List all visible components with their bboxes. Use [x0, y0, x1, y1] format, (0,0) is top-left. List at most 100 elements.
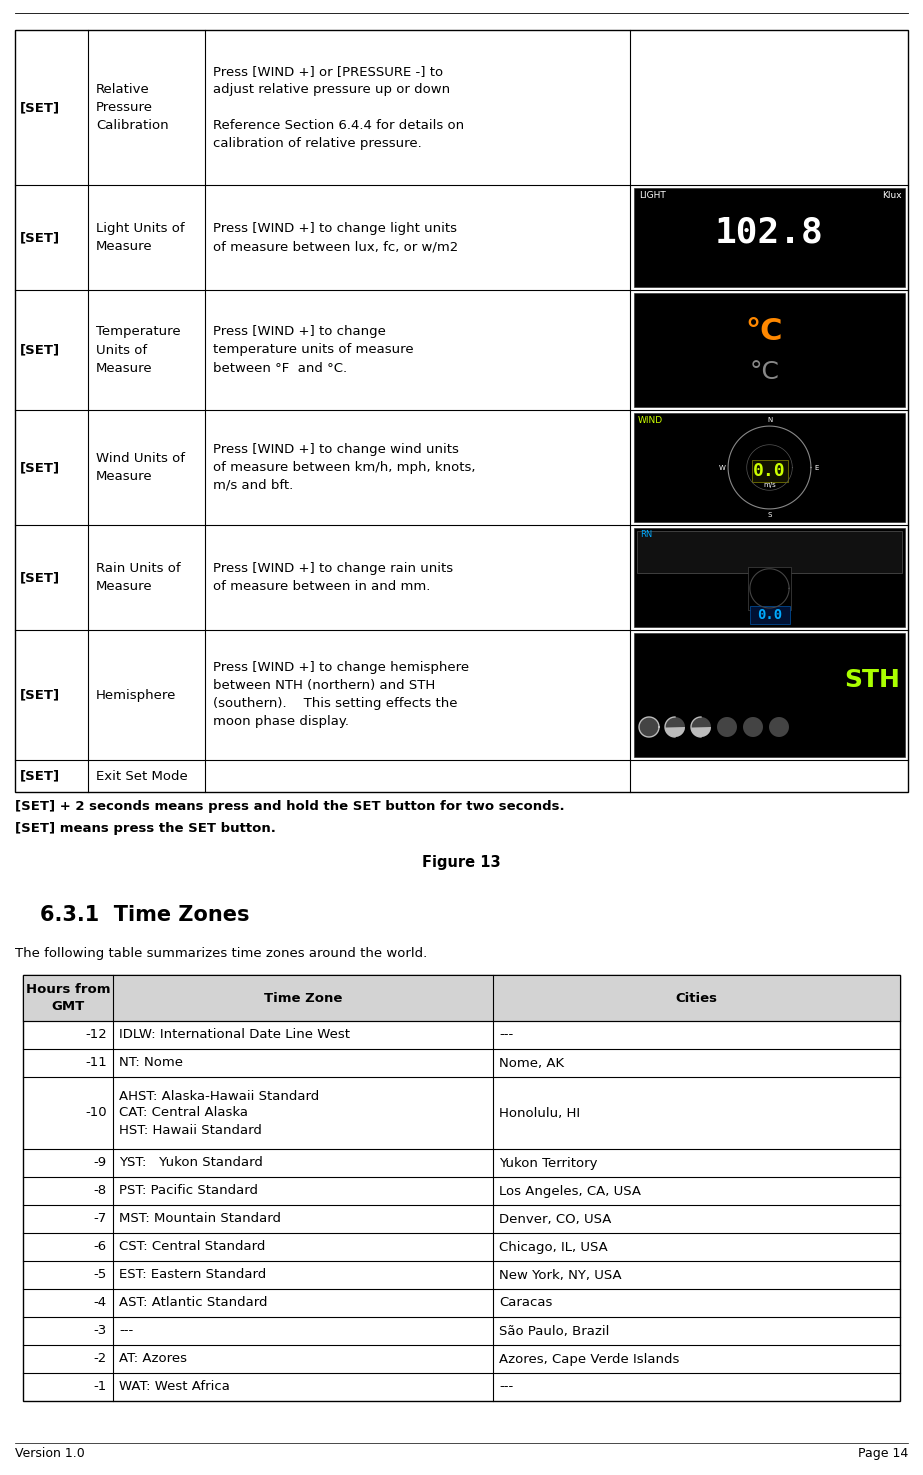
Text: Los Angeles, CA, USA: Los Angeles, CA, USA [499, 1184, 641, 1198]
Bar [634, 528, 905, 627]
Text: °C: °C [749, 360, 779, 384]
Text: [SET] means press the SET button.: [SET] means press the SET button. [15, 822, 276, 835]
Polygon shape [743, 717, 763, 738]
Text: ---: --- [499, 1381, 513, 1394]
Text: [SET]: [SET] [20, 770, 60, 783]
Text: RN: RN [640, 530, 653, 538]
Text: [SET]: [SET] [20, 571, 60, 584]
Text: São Paulo, Brazil: São Paulo, Brazil [499, 1325, 609, 1338]
Text: Version 1.0: Version 1.0 [15, 1447, 85, 1460]
Bar [748, 566, 791, 611]
Text: ---: --- [499, 1028, 513, 1041]
Polygon shape [691, 717, 711, 738]
Text: YST:   Yukon Standard: YST: Yukon Standard [119, 1156, 263, 1170]
Text: N: N [767, 417, 773, 423]
Bar [15, 30, 908, 792]
Text: °C: °C [746, 317, 784, 347]
Polygon shape [691, 727, 711, 738]
Polygon shape [717, 717, 737, 738]
Text: Hemisphere: Hemisphere [96, 689, 176, 702]
Text: -12: -12 [85, 1028, 107, 1041]
Text: IDLW: International Date Line West: IDLW: International Date Line West [119, 1028, 350, 1041]
Text: -2: -2 [94, 1353, 107, 1366]
Text: AT: Azores: AT: Azores [119, 1353, 187, 1366]
Text: -7: -7 [94, 1212, 107, 1226]
Text: AST: Atlantic Standard: AST: Atlantic Standard [119, 1297, 268, 1310]
Text: WIND: WIND [638, 416, 663, 425]
Text: Wind Units of
Measure: Wind Units of Measure [96, 451, 185, 482]
Text: Azores, Cape Verde Islands: Azores, Cape Verde Islands [499, 1353, 679, 1366]
Polygon shape [769, 717, 789, 738]
Text: The following table summarizes time zones around the world.: The following table summarizes time zone… [15, 947, 427, 960]
Text: NT: Nome: NT: Nome [119, 1056, 183, 1069]
Text: Press [WIND +] to change rain units
of measure between in and mm.: Press [WIND +] to change rain units of m… [213, 562, 453, 593]
Text: -5: -5 [94, 1268, 107, 1282]
Text: S: S [767, 512, 772, 518]
Text: [SET]: [SET] [20, 462, 60, 473]
Text: m/s: m/s [763, 482, 776, 488]
Text: -3: -3 [94, 1325, 107, 1338]
Text: Relative
Pressure
Calibration: Relative Pressure Calibration [96, 83, 169, 131]
Text: Exit Set Mode: Exit Set Mode [96, 770, 187, 783]
Text: Denver, CO, USA: Denver, CO, USA [499, 1212, 611, 1226]
Bar [637, 531, 902, 572]
Bar [634, 187, 905, 288]
Text: [SET]: [SET] [20, 232, 60, 243]
Text: 0.0: 0.0 [753, 462, 785, 479]
Text: W: W [719, 465, 725, 471]
Bar [23, 975, 900, 1401]
Text: [SET]: [SET] [20, 344, 60, 357]
Text: CST: Central Standard: CST: Central Standard [119, 1240, 266, 1254]
Text: 102.8: 102.8 [715, 215, 824, 249]
Text: Klux: Klux [882, 190, 902, 201]
Text: Honolulu, HI: Honolulu, HI [499, 1106, 581, 1120]
Text: Nome, AK: Nome, AK [499, 1056, 564, 1069]
Text: Rain Units of
Measure: Rain Units of Measure [96, 562, 181, 593]
Text: -4: -4 [94, 1297, 107, 1310]
Text: STH: STH [845, 668, 900, 692]
Text: Figure 13: Figure 13 [422, 855, 501, 870]
Text: -1: -1 [94, 1381, 107, 1394]
Text: MST: Mountain Standard: MST: Mountain Standard [119, 1212, 281, 1226]
Text: -8: -8 [94, 1184, 107, 1198]
Bar [634, 413, 905, 522]
Text: Page 14: Page 14 [857, 1447, 908, 1460]
Text: [SET]: [SET] [20, 689, 60, 702]
Text: Light Units of
Measure: Light Units of Measure [96, 223, 185, 254]
Bar [634, 294, 905, 407]
Bar [751, 460, 787, 481]
Polygon shape [639, 717, 659, 738]
Text: 0.0: 0.0 [757, 608, 782, 622]
Text: WAT: West Africa: WAT: West Africa [119, 1381, 230, 1394]
Text: Press [WIND +] to change
temperature units of measure
between °F  and °C.: Press [WIND +] to change temperature uni… [213, 326, 414, 375]
Text: -10: -10 [85, 1106, 107, 1120]
Bar [634, 633, 905, 757]
Text: Time Zone: Time Zone [264, 991, 342, 1004]
Bar [23, 975, 900, 1021]
Polygon shape [665, 727, 685, 738]
Text: -6: -6 [94, 1240, 107, 1254]
Text: EST: Eastern Standard: EST: Eastern Standard [119, 1268, 266, 1282]
Text: -11: -11 [85, 1056, 107, 1069]
Text: Hours from
GMT: Hours from GMT [26, 982, 110, 1013]
Text: E: E [815, 465, 819, 471]
Text: Yukon Territory: Yukon Territory [499, 1156, 597, 1170]
Text: Caracas: Caracas [499, 1297, 552, 1310]
Polygon shape [665, 717, 685, 738]
Text: AHST: Alaska-Hawaii Standard
CAT: Central Alaska
HST: Hawaii Standard: AHST: Alaska-Hawaii Standard CAT: Centra… [119, 1090, 319, 1137]
Text: Cities: Cities [676, 991, 717, 1004]
Text: 6.3.1  Time Zones: 6.3.1 Time Zones [40, 906, 249, 925]
Text: [SET] + 2 seconds means press and hold the SET button for two seconds.: [SET] + 2 seconds means press and hold t… [15, 799, 565, 813]
Text: LIGHT: LIGHT [639, 190, 665, 201]
Text: Temperature
Units of
Measure: Temperature Units of Measure [96, 326, 181, 375]
Text: Press [WIND +] to change wind units
of measure between km/h, mph, knots,
m/s and: Press [WIND +] to change wind units of m… [213, 442, 475, 493]
Text: Press [WIND +] to change light units
of measure between lux, fc, or w/m2: Press [WIND +] to change light units of … [213, 223, 458, 254]
Text: ---: --- [119, 1325, 133, 1338]
Text: Chicago, IL, USA: Chicago, IL, USA [499, 1240, 607, 1254]
Text: Press [WIND +] or [PRESSURE -] to
adjust relative pressure up or down

Reference: Press [WIND +] or [PRESSURE -] to adjust… [213, 65, 464, 150]
Text: -9: -9 [94, 1156, 107, 1170]
Text: PST: Pacific Standard: PST: Pacific Standard [119, 1184, 258, 1198]
Text: Press [WIND +] to change hemisphere
between NTH (northern) and STH
(southern).  : Press [WIND +] to change hemisphere betw… [213, 661, 469, 729]
Text: [SET]: [SET] [20, 100, 60, 114]
Bar [749, 606, 789, 624]
